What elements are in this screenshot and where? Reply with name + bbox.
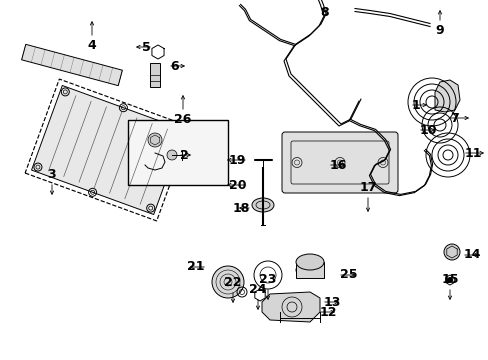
Bar [150, 63, 160, 87]
Bar [295, 262, 324, 278]
Circle shape [212, 266, 244, 298]
Text: 1: 1 [411, 99, 420, 112]
Text: 19: 19 [228, 153, 245, 166]
Text: 4: 4 [87, 39, 96, 52]
Circle shape [167, 150, 177, 160]
Polygon shape [434, 80, 459, 112]
Text: 13: 13 [324, 296, 341, 309]
Text: 14: 14 [463, 248, 481, 261]
Text: 20: 20 [228, 179, 245, 192]
Text: 21: 21 [187, 261, 204, 274]
Ellipse shape [295, 262, 324, 278]
Polygon shape [21, 44, 122, 86]
Bar [128, 120, 227, 185]
Ellipse shape [295, 254, 324, 270]
Circle shape [446, 277, 452, 283]
Text: 18: 18 [232, 202, 249, 215]
Text: 2: 2 [180, 149, 188, 162]
Text: 6: 6 [170, 59, 178, 72]
Text: 8: 8 [320, 6, 328, 19]
Text: 24: 24 [249, 283, 266, 296]
Text: 12: 12 [319, 306, 337, 319]
Text: 17: 17 [359, 181, 376, 194]
Polygon shape [31, 85, 184, 215]
Text: 3: 3 [48, 168, 56, 181]
Polygon shape [262, 292, 319, 322]
Text: 7: 7 [449, 112, 458, 125]
Text: 25: 25 [339, 269, 357, 282]
Text: 23: 23 [259, 273, 276, 286]
Circle shape [443, 244, 459, 260]
Text: 16: 16 [329, 158, 346, 171]
FancyBboxPatch shape [282, 132, 397, 193]
Text: 15: 15 [440, 273, 458, 286]
Text: 5: 5 [142, 41, 151, 54]
Text: 26: 26 [174, 113, 191, 126]
Text: 22: 22 [224, 276, 241, 289]
Text: 10: 10 [419, 123, 437, 136]
Circle shape [148, 133, 162, 147]
Ellipse shape [251, 198, 273, 212]
Text: 9: 9 [435, 24, 444, 37]
Text: 11: 11 [464, 147, 482, 159]
